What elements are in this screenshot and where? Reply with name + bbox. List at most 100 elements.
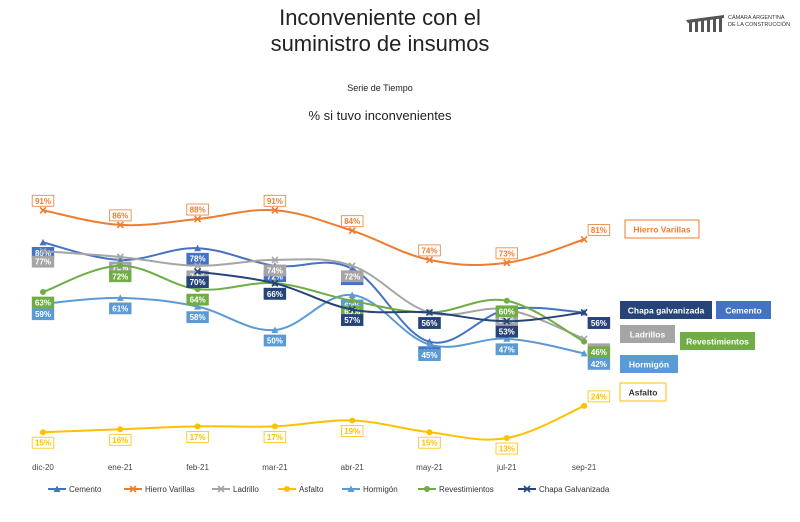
legend-label: Revestimientos bbox=[439, 485, 494, 494]
data-label-box bbox=[186, 293, 209, 306]
data-label-box bbox=[587, 317, 611, 329]
data-label-text: 19% bbox=[344, 427, 360, 436]
data-label: 60% bbox=[495, 305, 519, 318]
data-label-box bbox=[109, 433, 132, 446]
series-line-revestimientos bbox=[42, 264, 585, 343]
legend-label: Chapa Galvanizada bbox=[539, 485, 610, 494]
marker-cemento bbox=[348, 265, 356, 272]
x-tick-label: feb-21 bbox=[186, 463, 209, 472]
legend-label: Hormigón bbox=[363, 485, 398, 494]
data-label-box bbox=[263, 194, 287, 207]
data-label: 78% bbox=[186, 252, 209, 265]
data-label-text: 61% bbox=[112, 304, 128, 313]
data-label-text: 77% bbox=[35, 258, 51, 267]
marker-revestimientos bbox=[40, 289, 46, 296]
legend: Cemento Hierro Varillas Ladrillo Asfalto Hor… bbox=[48, 485, 610, 494]
x-tick-label: may-21 bbox=[416, 463, 443, 472]
data-label-text: 58% bbox=[190, 313, 206, 322]
end-label-hierro-varillas: Hierro Varillas bbox=[624, 219, 700, 239]
end-labels-layer: Cemento Hierro Varillas Ladrillos Asfalto Ho… bbox=[619, 219, 771, 402]
title-line-1: Inconveniente con el bbox=[279, 5, 481, 30]
data-label: 19% bbox=[340, 425, 364, 437]
data-label-box bbox=[186, 311, 209, 324]
end-label-text: Ladrillos bbox=[630, 330, 666, 340]
marker-hierro-varillas bbox=[116, 221, 124, 229]
data-label-box bbox=[109, 270, 132, 283]
data-label-text: 72% bbox=[267, 272, 283, 281]
data-label-text: 81% bbox=[591, 226, 607, 235]
marker-hormigon bbox=[348, 291, 356, 298]
data-label-text: 56% bbox=[421, 319, 437, 328]
data-label-text: 60% bbox=[499, 307, 515, 316]
data-label: 70% bbox=[186, 276, 209, 289]
marker-chapa-galvanizada bbox=[503, 317, 511, 325]
data-label: 17% bbox=[263, 430, 287, 443]
data-label-box bbox=[340, 314, 364, 326]
data-label-text: 66% bbox=[267, 290, 283, 299]
data-label-text: 91% bbox=[267, 197, 283, 206]
data-label-box bbox=[495, 305, 519, 318]
marker-hormigon bbox=[426, 341, 433, 348]
data-label-text: 15% bbox=[421, 439, 437, 448]
legend-item-hierro-varillas: Hierro Varillas bbox=[124, 485, 195, 494]
data-label-text: 16% bbox=[112, 436, 128, 445]
data-label-box bbox=[418, 349, 441, 362]
data-label: 56% bbox=[418, 317, 441, 329]
marker-asfalto bbox=[349, 417, 356, 424]
x-tick-label: sep-21 bbox=[572, 463, 597, 472]
data-label-text: 70% bbox=[190, 278, 206, 287]
marker-asfalto bbox=[503, 435, 510, 442]
data-label-box bbox=[587, 357, 611, 370]
marker-revestimientos bbox=[581, 338, 588, 345]
marker-asfalto bbox=[426, 429, 433, 436]
marker-revestimientos bbox=[424, 486, 430, 492]
series-hierro-varillas: 91% 86% 88% 91% 84% 74% 73% 81% bbox=[31, 194, 611, 267]
data-label-box bbox=[109, 209, 132, 222]
data-label-text: 84% bbox=[344, 217, 360, 226]
end-label-chapa-galvanizada: Chapa galvanizada bbox=[620, 301, 712, 319]
data-label: 58% bbox=[186, 311, 209, 324]
x-axis: dic-20 ene-21 feb-21 mar-21 abr-21 may-21 jul-… bbox=[32, 463, 597, 472]
data-label: 57% bbox=[340, 314, 364, 326]
end-label-text: Hormigón bbox=[629, 360, 669, 370]
end-label-text: Cemento bbox=[725, 306, 761, 316]
data-label-text: 24% bbox=[591, 392, 607, 401]
marker-revestimientos bbox=[349, 297, 356, 304]
data-label-text: 53% bbox=[499, 328, 515, 337]
data-label-box bbox=[186, 203, 209, 216]
legend-item-ladrillo: Ladrillo bbox=[212, 485, 259, 494]
marker-asfalto bbox=[40, 429, 46, 436]
data-label: 13% bbox=[495, 442, 519, 455]
data-label-text: 42% bbox=[591, 360, 607, 369]
data-label: 84% bbox=[340, 215, 364, 228]
data-label-box bbox=[587, 224, 611, 236]
data-label-box bbox=[263, 334, 287, 347]
legend-item-revestimientos: Revestimientos bbox=[418, 485, 494, 494]
marker-hierro-varillas bbox=[580, 235, 588, 244]
data-label-box bbox=[495, 325, 519, 338]
data-label-text: 13% bbox=[499, 445, 515, 454]
legend-label: Ladrillo bbox=[233, 485, 259, 494]
data-label-text: 72% bbox=[112, 272, 128, 281]
series-layer: 80%74%78%72%71%46%57%56%91%86%88%91%84%7… bbox=[31, 194, 611, 455]
marker-hormigon bbox=[580, 349, 588, 357]
marker-hormigon bbox=[116, 294, 124, 301]
legend-item-chapa-galvanizada: Chapa Galvanizada bbox=[518, 485, 610, 494]
data-label-text: 86% bbox=[112, 211, 128, 220]
data-label-box bbox=[495, 343, 519, 356]
data-label-box bbox=[31, 255, 55, 268]
marker-ladrillo bbox=[116, 253, 124, 261]
data-label-box bbox=[418, 244, 441, 257]
data-label: 91% bbox=[31, 194, 55, 207]
end-label-text: Revestimientos bbox=[686, 337, 749, 347]
data-label-box bbox=[340, 270, 364, 283]
end-label-cemento: Cemento bbox=[716, 301, 771, 319]
marker-revestimientos bbox=[117, 262, 124, 269]
marker-hierro-varillas bbox=[39, 206, 47, 214]
series-chapa-galvanizada: 70% 66% 57% 56% 53% 56% bbox=[186, 268, 611, 338]
data-label-text: 64% bbox=[190, 296, 206, 305]
series-hormigon: 59%61%58%50%62%45%47%42% bbox=[31, 291, 611, 370]
data-label: 72% bbox=[109, 270, 132, 283]
marker-hierro-varillas bbox=[271, 206, 279, 214]
